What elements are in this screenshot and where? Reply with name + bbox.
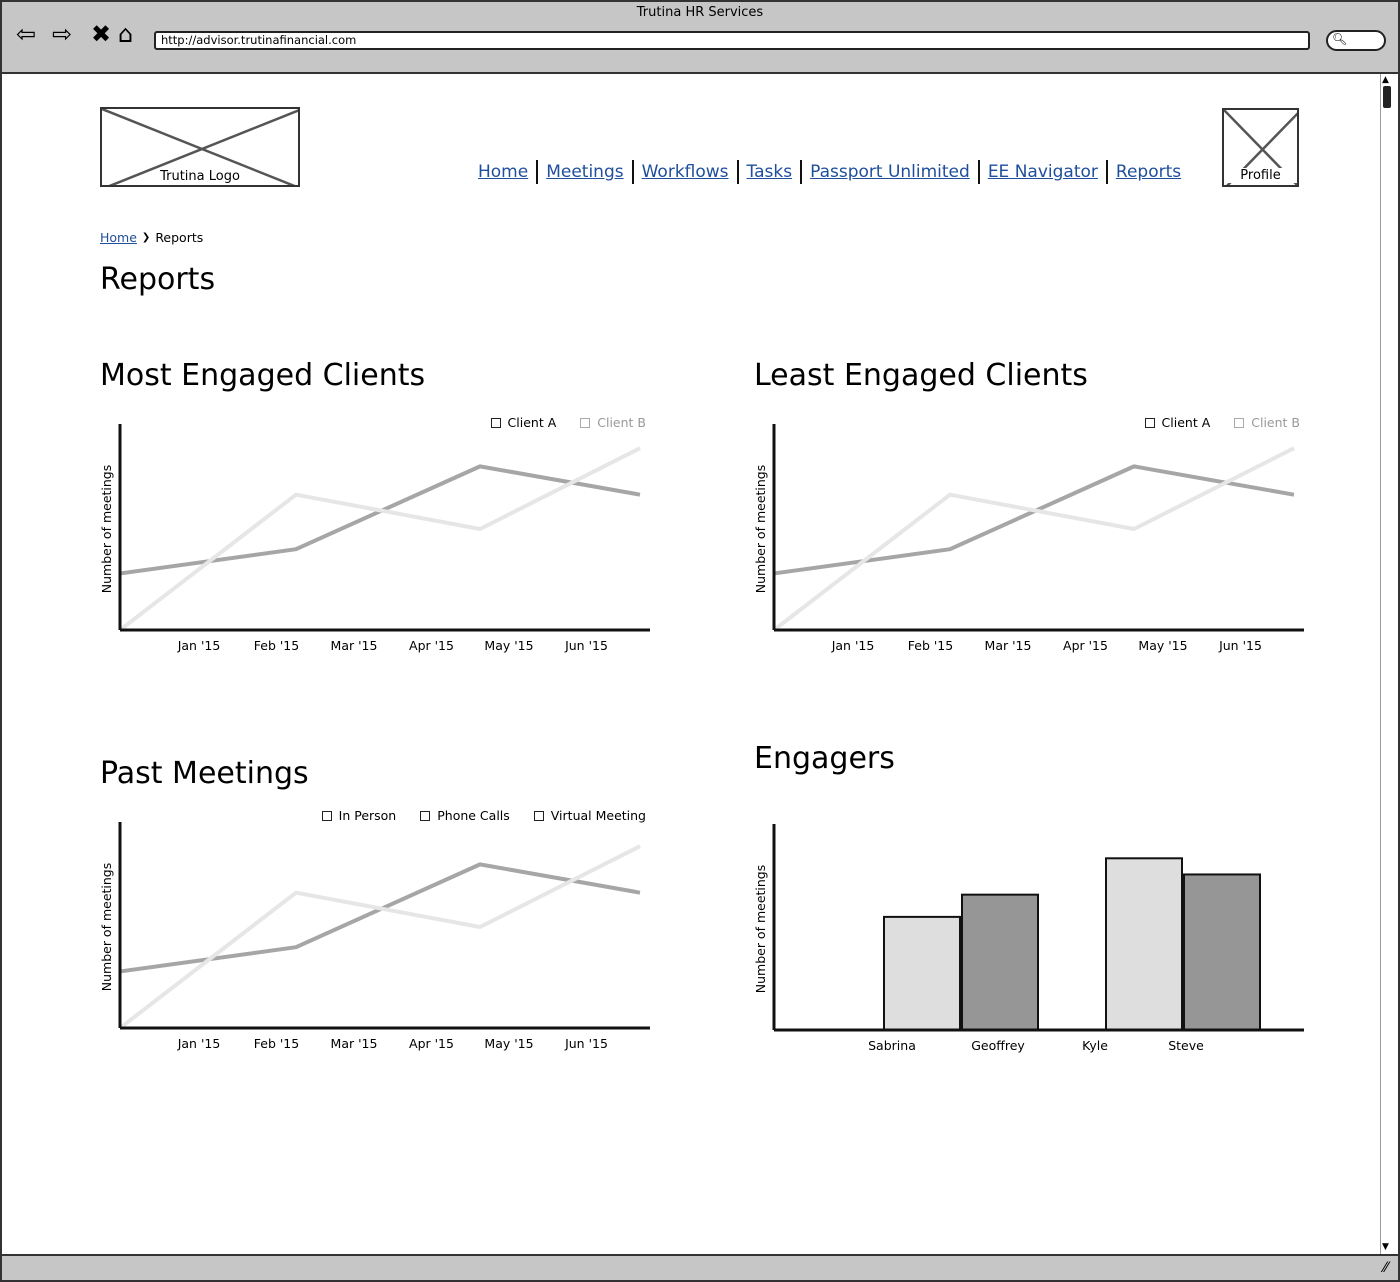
bar-geoffrey bbox=[961, 893, 1039, 1031]
legend-client-a[interactable]: Client A bbox=[1144, 415, 1210, 430]
legend-client-b[interactable]: Client B bbox=[580, 415, 646, 430]
checkbox-icon[interactable] bbox=[580, 417, 591, 428]
nav-meetings[interactable]: Meetings bbox=[536, 160, 631, 184]
most-engaged-legend: Client A Client B bbox=[490, 415, 646, 430]
scroll-up-icon[interactable]: ▲ bbox=[1382, 75, 1389, 85]
browser-search-field[interactable]: 🔍︎ bbox=[1326, 30, 1386, 51]
legend-in-person[interactable]: In Person bbox=[321, 808, 396, 823]
bar-kyle bbox=[1105, 857, 1183, 1031]
legend-client-b[interactable]: Client B bbox=[1234, 415, 1300, 430]
y-axis-label: Number of meetings bbox=[753, 465, 768, 594]
profile-placeholder[interactable]: Profile bbox=[1222, 108, 1299, 187]
x-tick-label: May '15 bbox=[1138, 638, 1187, 653]
legend-client-a[interactable]: Client A bbox=[490, 415, 556, 430]
series-line-2 bbox=[118, 844, 641, 1030]
y-axis-label: Number of meetings bbox=[753, 865, 768, 994]
x-tick-label: May '15 bbox=[484, 638, 533, 653]
bar-sabrina bbox=[883, 915, 961, 1031]
scroll-thumb[interactable] bbox=[1383, 86, 1391, 108]
legend-virtual-meeting[interactable]: Virtual Meeting bbox=[533, 808, 646, 823]
y-axis-label: Number of meetings bbox=[99, 863, 114, 992]
bar-steve bbox=[1183, 873, 1261, 1031]
y-axis-label: Number of meetings bbox=[99, 465, 114, 594]
x-tick-label: Geoffrey bbox=[971, 1038, 1025, 1053]
x-tick-label: Jan '15 bbox=[831, 638, 875, 653]
status-bar: ⁄⁄ bbox=[0, 1254, 1400, 1282]
resize-grip-icon[interactable]: ⁄⁄ bbox=[1383, 1260, 1388, 1276]
legend-phone-calls[interactable]: Phone Calls bbox=[420, 808, 510, 823]
x-tick-label: Mar '15 bbox=[331, 1036, 378, 1051]
page-viewport bbox=[0, 72, 1400, 1282]
x-tick-label: May '15 bbox=[484, 1036, 533, 1051]
vertical-scrollbar[interactable] bbox=[1380, 74, 1395, 1254]
logo-placeholder[interactable]: Trutina Logo bbox=[100, 107, 300, 187]
engagers-bar-chart: Number of meetings Sabrina Geoffrey Kyle Ste… bbox=[753, 824, 1304, 1053]
series-line-client-b bbox=[118, 446, 641, 632]
series-line-client-b bbox=[772, 446, 1295, 632]
logo-label: Trutina Logo bbox=[160, 169, 240, 184]
stop-icon[interactable]: ✖ bbox=[91, 20, 112, 48]
checkbox-icon[interactable] bbox=[321, 810, 332, 821]
x-tick-label: Feb '15 bbox=[254, 1036, 299, 1051]
x-tick-label: Apr '15 bbox=[1063, 638, 1108, 653]
profile-label: Profile bbox=[1224, 168, 1297, 183]
nav-reports[interactable]: Reports bbox=[1105, 160, 1189, 184]
forward-arrow-icon[interactable]: ⇨ bbox=[52, 20, 73, 48]
x-tick-label: Feb '15 bbox=[254, 638, 299, 653]
series-line-client-a bbox=[119, 464, 641, 576]
x-tick-label: Apr '15 bbox=[409, 638, 454, 653]
nav-tasks[interactable]: Tasks bbox=[736, 160, 801, 184]
nav-home[interactable]: Home bbox=[478, 162, 529, 182]
page-title: Reports bbox=[100, 262, 216, 297]
breadcrumb-home-link[interactable]: Home bbox=[100, 230, 137, 245]
engagers-title: Engagers bbox=[754, 741, 895, 776]
nav-ee-navigator[interactable]: EE Navigator bbox=[977, 160, 1106, 184]
breadcrumb: Home ❯ Reports bbox=[100, 230, 203, 245]
checkbox-icon[interactable] bbox=[533, 810, 544, 821]
x-tick-label: Jan '15 bbox=[177, 638, 221, 653]
nav-workflows[interactable]: Workflows bbox=[631, 160, 737, 184]
least-engaged-title: Least Engaged Clients bbox=[754, 358, 1088, 393]
home-icon[interactable]: ⌂ bbox=[118, 20, 134, 48]
main-nav: Home Meetings Workflows Tasks Passport U… bbox=[478, 160, 1189, 184]
least-engaged-legend: Client A Client B bbox=[1144, 415, 1300, 430]
past-meetings-title: Past Meetings bbox=[100, 756, 309, 791]
most-engaged-title: Most Engaged Clients bbox=[100, 358, 426, 393]
x-tick-label: Feb '15 bbox=[908, 638, 953, 653]
x-tick-label: Jun '15 bbox=[564, 1036, 608, 1051]
series-line-client-a bbox=[773, 464, 1295, 576]
nav-passport-unlimited[interactable]: Passport Unlimited bbox=[800, 160, 978, 184]
least-engaged-line-chart: Number of meetings Jan '15 Feb '15 Mar '15 A… bbox=[753, 424, 1304, 653]
breadcrumb-current: Reports bbox=[155, 230, 204, 245]
series-line-1 bbox=[119, 862, 641, 974]
x-tick-label: Steve bbox=[1168, 1038, 1204, 1053]
past-meetings-legend: In Person Phone Calls Virtual Meeting bbox=[321, 808, 646, 823]
x-tick-label: Jan '15 bbox=[177, 1036, 221, 1051]
x-tick-label: Jun '15 bbox=[564, 638, 608, 653]
checkbox-icon[interactable] bbox=[490, 417, 501, 428]
x-tick-label: Mar '15 bbox=[331, 638, 378, 653]
url-bar[interactable]: http://advisor.trutinafinancial.com bbox=[154, 31, 1310, 50]
window-title: Trutina HR Services bbox=[636, 5, 764, 20]
x-tick-label: Jun '15 bbox=[1218, 638, 1262, 653]
most-engaged-line-chart: Number of meetings Jan '15 Feb '15 Mar '15 A… bbox=[99, 424, 650, 653]
chevron-right-icon: ❯ bbox=[141, 232, 151, 243]
past-meetings-line-chart: Number of meetings Jan '15 Feb '15 Mar '15 A… bbox=[99, 822, 650, 1051]
x-tick-label: Sabrina bbox=[868, 1038, 916, 1053]
checkbox-icon[interactable] bbox=[420, 810, 431, 821]
checkbox-icon[interactable] bbox=[1144, 417, 1155, 428]
checkbox-icon[interactable] bbox=[1234, 417, 1245, 428]
x-tick-label: Apr '15 bbox=[409, 1036, 454, 1051]
x-tick-label: Kyle bbox=[1082, 1038, 1108, 1053]
back-arrow-icon[interactable]: ⇦ bbox=[16, 20, 37, 48]
search-icon: 🔍︎ bbox=[1332, 32, 1348, 46]
x-tick-label: Mar '15 bbox=[985, 638, 1032, 653]
scroll-down-icon[interactable]: ▼ bbox=[1382, 1242, 1389, 1252]
